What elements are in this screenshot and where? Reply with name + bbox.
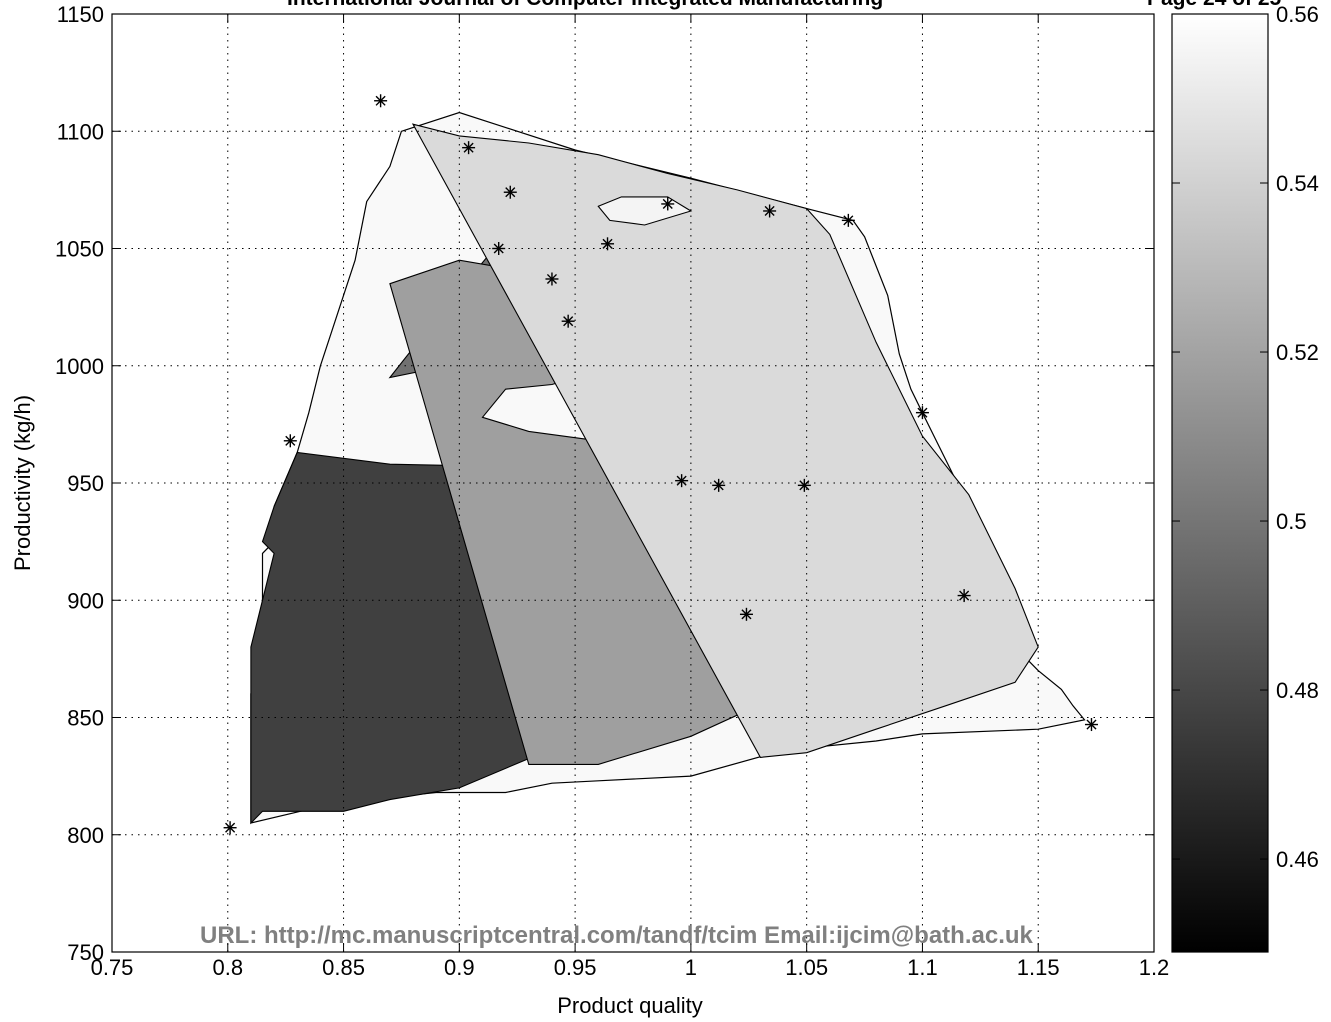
x-tick-label-4: 0.95: [554, 955, 597, 980]
data-point-5: [601, 237, 615, 251]
colorbar-tick-label-3: 0.52: [1276, 340, 1319, 365]
data-point-7: [661, 197, 675, 211]
y-tick-label-7: 1100: [57, 119, 104, 144]
x-tick-label-6: 1.05: [785, 955, 828, 980]
data-point-17: [1084, 718, 1098, 732]
colorbar-tick-label-5: 0.56: [1276, 2, 1319, 27]
x-tick-label-9: 1.2: [1139, 955, 1170, 980]
x-tick-label-2: 0.85: [322, 955, 365, 980]
journal-header: International Journal of Computer Integr…: [287, 0, 883, 10]
data-point-4: [545, 272, 559, 286]
watermark-url: URL: http://mc.manuscriptcentral.com/tan…: [200, 922, 1034, 949]
x-tick-label-1: 0.8: [212, 955, 243, 980]
data-point-18: [223, 821, 237, 835]
y-tick-label-8: 1150: [57, 2, 104, 27]
contour-level-6: [411, 123, 1039, 758]
colorbar-tick-label-1: 0.48: [1276, 678, 1319, 703]
x-tick-label-3: 0.9: [444, 955, 475, 980]
colorbar-tick-label-4: 0.54: [1276, 171, 1319, 196]
data-point-12: [712, 478, 726, 492]
colorbar-tick-label-0: 0.46: [1276, 847, 1319, 872]
data-points: [223, 94, 1098, 835]
page-number: Page 24 of 25: [1147, 0, 1282, 10]
axes: 0.75 0.8 0.85 0.9 0.95 1 1.05 1.1 1.15 1.2 750 800 8…: [55, 2, 1169, 980]
x-axis-label: Product quality: [557, 993, 703, 1018]
data-point-6: [561, 314, 575, 328]
data-point-2: [503, 185, 517, 199]
y-tick-label-2: 850: [67, 706, 104, 731]
y-tick-label-6: 1050: [55, 237, 104, 262]
y-axis-label: Productivity (kg/h): [10, 395, 35, 571]
y-tick-label-5: 1000: [55, 354, 104, 379]
colorbar: 0.46 0.48 0.5 0.52 0.54 0.56: [1171, 2, 1319, 953]
colorbar-gradient: [1171, 13, 1269, 953]
x-tick-label-8: 1.15: [1017, 955, 1060, 980]
data-point-16: [957, 589, 971, 603]
data-point-15: [739, 607, 753, 621]
x-tick-label-7: 1.1: [907, 955, 938, 980]
data-point-8: [763, 204, 777, 218]
data-point-13: [797, 478, 811, 492]
grid-lines: [112, 14, 1154, 952]
x-tick-label-0: 0.75: [91, 955, 134, 980]
y-tick-label-3: 900: [67, 588, 104, 613]
data-point-0: [374, 94, 388, 108]
data-point-9: [841, 213, 855, 227]
contour-fills: [250, 123, 1039, 825]
y-tick-label-1: 800: [67, 823, 104, 848]
y-tick-label-0: 750: [67, 940, 104, 965]
y-tick-label-4: 950: [67, 471, 104, 496]
data-point-3: [492, 242, 506, 255]
data-point-11: [675, 474, 689, 488]
data-point-10: [283, 434, 297, 448]
data-point-1: [462, 141, 476, 155]
data-point-14: [915, 406, 929, 420]
x-tick-label-5: 1: [685, 955, 697, 980]
colorbar-tick-label-2: 0.5: [1276, 509, 1307, 534]
